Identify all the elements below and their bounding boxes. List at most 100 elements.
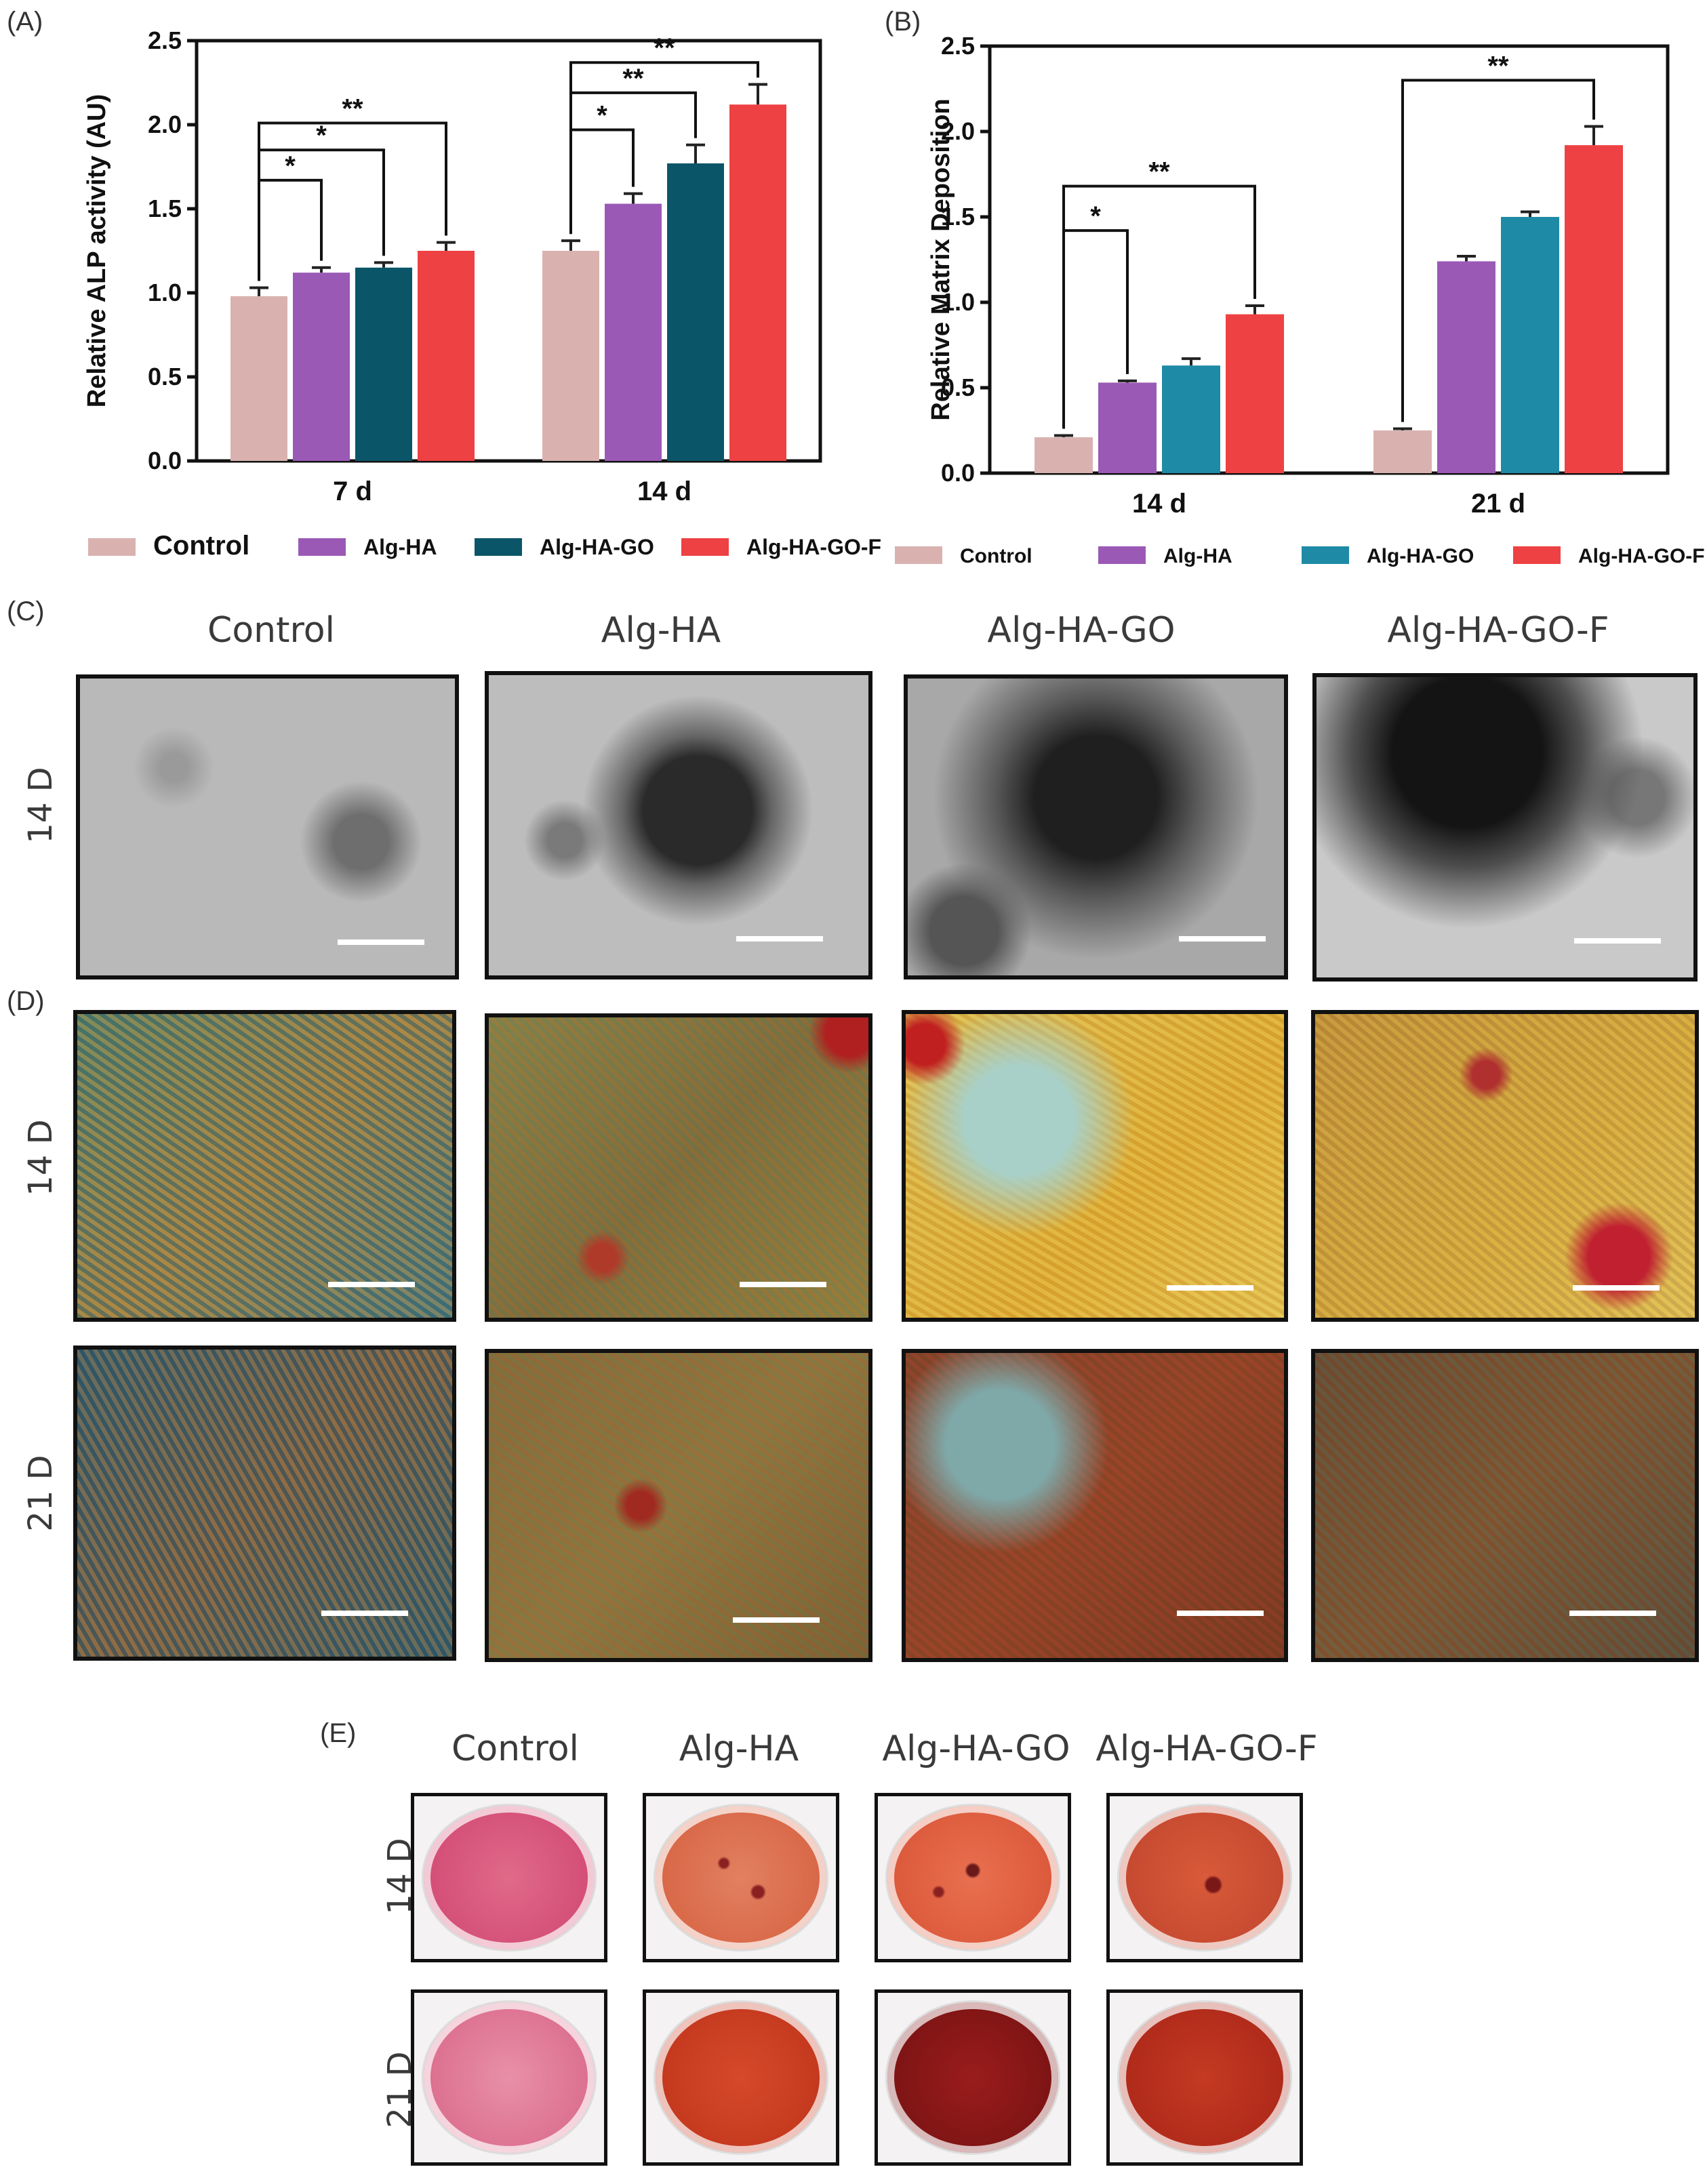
micrograph-d-14d-alg-ha-go-f [1311,1010,1699,1322]
plot-frame [988,44,1670,475]
significance-bracket: * [258,151,323,281]
y-tick-label: 2.0 [148,110,182,138]
dish-14d-alg-ha-go [875,1793,1071,1962]
legend-swatch-alg-ha-go-f [1513,546,1561,564]
plot-frame [195,39,822,463]
significance-label: ** [1487,51,1509,81]
scale-bar [1569,1611,1656,1616]
micrograph-d-21d-alg-ha-go-f [1311,1349,1699,1662]
scale-bar [321,1611,408,1616]
significance-label: ** [1148,157,1170,187]
legend-label-alg-ha-go: Alg-HA-GO [540,535,654,559]
y-axis-label: Relative ALP activity (AU) [83,94,111,407]
bracket-line [1401,79,1595,422]
bar-alg-ha-7-d [293,272,350,461]
significance-label: * [316,121,327,150]
dish-col-label-control: Control [451,1728,579,1769]
legend-label-alg-ha-go: Alg-HA-GO [1367,545,1474,567]
dish-col-label-alg-ha: Alg-HA [679,1728,799,1769]
dish-well [656,2002,826,2153]
bar-control-21-d [1373,430,1432,473]
legend-swatch-alg-ha [298,538,346,556]
dish-col-label-alg-ha-go-f: Alg-HA-GO-F [1096,1728,1318,1769]
bracket-line [1062,184,1256,429]
legend-swatch-control [88,538,136,556]
micrograph-c-alg-ha-go [904,674,1288,979]
micrograph-d-21d-control [73,1346,456,1661]
x-tick-label: 14 d [1132,489,1186,519]
scale-bar [1573,1285,1660,1291]
panel-letter-c: (C) [7,596,45,626]
dish-21d-alg-ha [643,1989,839,2166]
legend-label-control: Control [153,531,249,561]
legend-label-alg-ha: Alg-HA [1163,545,1232,567]
bar-alg-ha-go-7-d [355,267,412,461]
scale-bar [1177,1611,1264,1616]
scale-bar [733,1617,820,1623]
scale-bar [736,936,823,942]
dish-col-label-alg-ha-go: Alg-HA-GO [882,1728,1070,1769]
dish-21d-alg-ha-go-f [1106,1989,1303,2166]
significance-label: ** [622,64,644,94]
dish-well [424,1806,595,1949]
bar-alg-ha-go-f-21-d [1565,145,1623,473]
bracket-line [258,121,447,281]
bracket-line [569,61,759,235]
bar-alg-ha-go-f-7-d [418,251,475,461]
bar-alg-ha-go-14-d [667,163,724,462]
significance-label: ** [342,94,363,124]
significance-bracket: ** [569,33,759,235]
dish-well [887,2002,1058,2153]
scale-bar [338,939,424,945]
bar-control-14-d [542,251,599,461]
dish-21d-alg-ha-go [875,1989,1071,2166]
y-tick-label: 0.0 [941,459,975,487]
col-label-alg-ha: Alg-HA [601,610,721,651]
legend-label-alg-ha-go-f: Alg-HA-GO-F [1578,545,1705,567]
y-tick-label: 1.5 [941,203,975,230]
legend-label-alg-ha-go-f: Alg-HA-GO-F [746,535,881,559]
row-label-d-21d: 21 D [22,1455,60,1532]
col-label-alg-ha-go-f: Alg-HA-GO-F [1387,610,1609,651]
dish-well [887,1806,1058,1949]
bar-control-7-d [230,296,287,461]
bar-alg-ha-14-d [1098,382,1157,473]
row-label-c-14d: 14 D [22,767,60,844]
alp-activity-chart: 0.0 0.5 1.0 1.5 2.0 2.5 Relative ALP activity … [83,26,881,561]
x-tick-label: 21 d [1471,489,1525,519]
micrograph-d-21d-alg-ha [485,1349,872,1662]
micrograph-c-alg-ha [485,671,872,979]
panel-letter-e: (E) [320,1718,357,1748]
bar-control-14-d [1035,437,1093,473]
dish-well [656,1806,826,1949]
bar-alg-ha-go-f-14-d [729,104,786,462]
legend-swatch-alg-ha [1098,546,1146,564]
y-tick-label: 1.0 [941,288,975,316]
bar-alg-ha-go-21-d [1501,217,1559,473]
dish-well [1119,1806,1290,1949]
y-tick-label: 2.0 [941,117,975,145]
dish-21d-control [411,1989,607,2166]
scale-bar [1179,936,1266,942]
panel-letter-b: (B) [885,7,921,37]
dish-14d-alg-ha [643,1793,839,1962]
legend-swatch-alg-ha-go [475,538,522,556]
legend-swatch-alg-ha-go [1302,546,1349,564]
dish-14d-alg-ha-go-f [1106,1793,1303,1962]
micrograph-d-14d-control [73,1010,456,1322]
micrograph-c-control [76,674,459,979]
significance-label: ** [654,33,675,63]
y-tick-label: 1.0 [148,279,182,306]
legend-label-control: Control [960,545,1032,567]
micrograph-d-14d-alg-ha [485,1013,872,1322]
col-label-control: Control [207,610,335,651]
micrograph-c-alg-ha-go-f [1312,673,1698,982]
x-tick-label: 7 d [333,477,372,506]
significance-bracket: ** [1401,51,1595,422]
bracket-line [258,178,323,281]
legend: Control Alg-HA Alg-HA-GO Alg-HA-GO-F [88,531,881,561]
scale-bar [328,1282,415,1287]
dish-well [1119,2002,1290,2153]
y-tick-label: 1.5 [148,195,182,222]
micrograph-d-14d-alg-ha-go [902,1010,1288,1322]
